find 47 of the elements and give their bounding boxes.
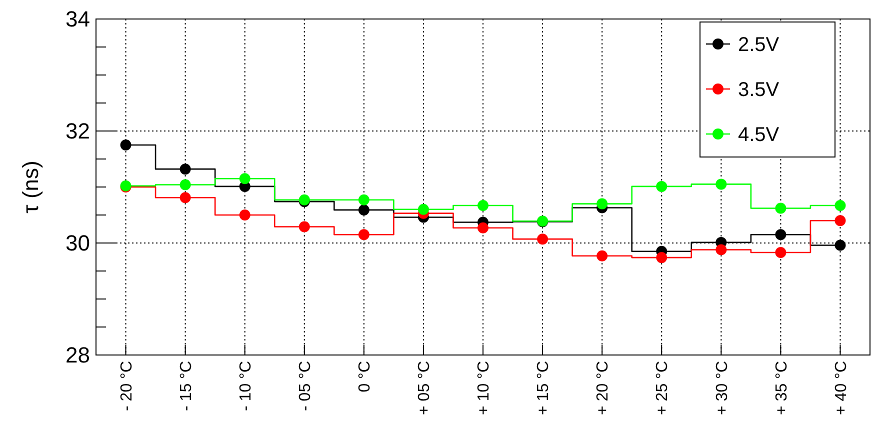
point: [716, 178, 727, 190]
y-tick-label: 30: [66, 230, 90, 256]
point: [596, 250, 608, 262]
x-tick-label: - 15 °C: [178, 361, 195, 411]
point: [180, 164, 191, 175]
legend-label: 2.5V: [738, 34, 780, 56]
point: [180, 179, 191, 190]
legend-label: 3.5V: [738, 79, 780, 101]
x-tick-label: + 35 °C: [773, 361, 790, 415]
point: [834, 200, 846, 211]
x-tick-label: + 10 °C: [476, 361, 493, 415]
x-tick-label: - 10 °C: [237, 361, 254, 411]
point: [358, 229, 370, 240]
x-tick-label: + 20 °C: [594, 361, 612, 415]
point: [716, 244, 727, 256]
y-tick-label: 28: [66, 342, 90, 368]
point: [358, 204, 370, 216]
point: [298, 221, 310, 232]
x-tick-label: + 05 °C: [416, 361, 434, 415]
legend-label: 4.5V: [738, 124, 780, 146]
point: [775, 229, 786, 240]
point: [418, 204, 429, 215]
point: [656, 252, 668, 264]
x-tick-label: + 40 °C: [832, 361, 850, 415]
point: [834, 215, 846, 226]
x-tick-label: 0 °C: [356, 361, 374, 392]
y-tick-label: 32: [66, 118, 90, 144]
point: [656, 180, 668, 192]
point: [358, 194, 370, 206]
point: [537, 234, 548, 245]
x-tick-label: + 15 °C: [535, 361, 552, 415]
point: [775, 202, 786, 214]
x-tick-label: + 30 °C: [714, 361, 731, 415]
point: [478, 200, 488, 211]
point: [239, 210, 250, 220]
point: [239, 173, 250, 184]
point: [180, 192, 191, 204]
point: [596, 198, 608, 210]
y-axis-title: τ (ns): [18, 160, 43, 214]
x-tick-label: - 05 °C: [296, 361, 314, 411]
x-tick-label: - 20 °C: [118, 361, 136, 411]
point: [120, 140, 132, 150]
x-tick-label: + 25 °C: [654, 361, 672, 415]
point: [478, 222, 488, 234]
y-tick-label: 34: [66, 6, 90, 32]
point: [834, 240, 846, 251]
point: [775, 247, 786, 258]
